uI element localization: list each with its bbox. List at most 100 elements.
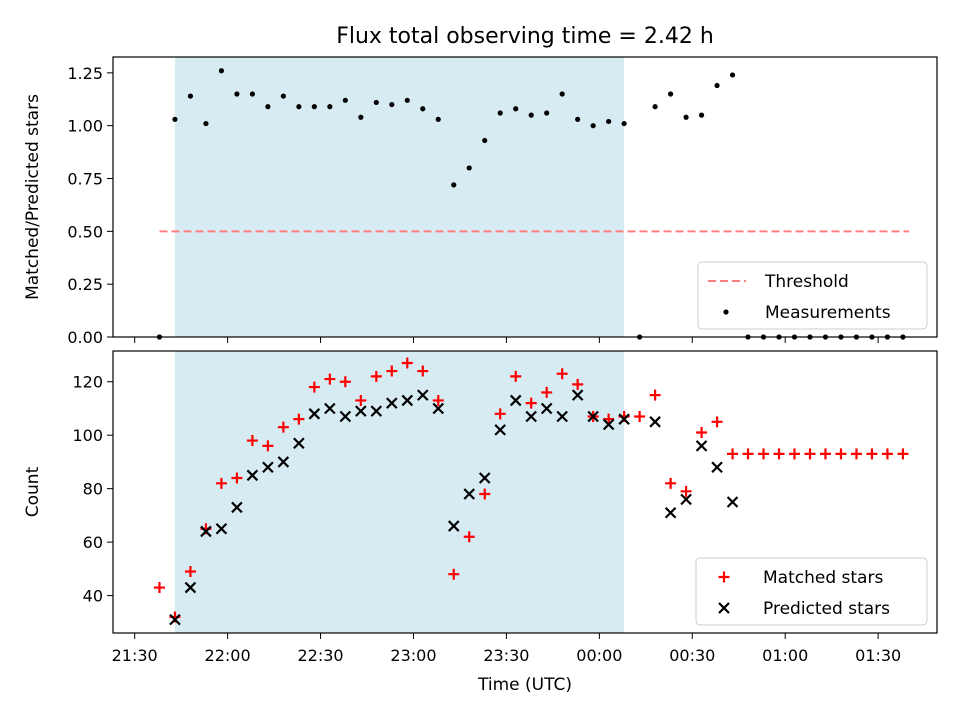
measurement-point bbox=[187, 93, 194, 99]
matched-star-point bbox=[727, 448, 739, 460]
measurement-point bbox=[296, 104, 302, 110]
legend-label: Matched stars bbox=[763, 568, 883, 588]
matched-star-point bbox=[742, 448, 754, 460]
predicted-star-point bbox=[215, 522, 228, 535]
matched-star-point bbox=[432, 394, 444, 406]
measurement-point bbox=[342, 97, 348, 103]
x-tick-label: 01:30 bbox=[855, 646, 901, 665]
predicted-star-point bbox=[416, 389, 429, 401]
chart-title: Flux total observing time = 2.42 h bbox=[336, 24, 714, 49]
y-tick-label: 100 bbox=[72, 426, 103, 445]
matched-star-point bbox=[231, 472, 243, 484]
measurement-point bbox=[683, 114, 689, 120]
legend-label: Measurements bbox=[765, 303, 891, 323]
legend-label: Threshold bbox=[764, 272, 849, 292]
x-tick-label: 00:00 bbox=[576, 646, 622, 665]
x-axis-label: Time (UTC) bbox=[477, 675, 572, 695]
predicted-star-point bbox=[184, 581, 197, 594]
measurement-point bbox=[420, 106, 426, 112]
predicted-star-point bbox=[478, 472, 491, 484]
matched-star-point bbox=[184, 566, 196, 578]
measurement-point bbox=[652, 104, 658, 110]
measurement-point bbox=[435, 116, 441, 122]
measurement-point bbox=[451, 182, 457, 188]
predicted-star-point bbox=[231, 501, 243, 514]
measurement-point bbox=[667, 91, 674, 97]
predicted-star-point bbox=[587, 410, 599, 423]
x-tick-label: 23:00 bbox=[390, 646, 436, 665]
matched-star-point bbox=[370, 370, 382, 382]
observing-span bbox=[174, 57, 625, 337]
predicted-star-point bbox=[200, 525, 212, 538]
predicted-star-point bbox=[339, 410, 352, 423]
predicted-star-point bbox=[262, 461, 274, 474]
predicted-star-point bbox=[401, 394, 414, 407]
matched-star-point bbox=[603, 413, 615, 425]
predicted-star-point bbox=[618, 413, 630, 425]
y-axis-label: Count bbox=[23, 466, 43, 517]
measurement-point bbox=[590, 123, 596, 129]
top-panel-ratio: 0.00 0.25 0.50 0.75 1.00 1.25 Matched/Predicte… bbox=[23, 56, 938, 347]
matched-star-point bbox=[758, 448, 770, 460]
matched-star-point bbox=[850, 448, 862, 460]
measurement-point bbox=[606, 118, 612, 125]
predicted-star-point bbox=[571, 389, 584, 401]
predicted-star-point bbox=[726, 496, 739, 508]
measurement-point bbox=[482, 137, 488, 144]
y-tick-label: 1.00 bbox=[67, 117, 103, 136]
matched-star-point bbox=[572, 378, 584, 390]
matched-star-point bbox=[711, 416, 723, 428]
matched-star-point bbox=[696, 427, 708, 439]
legend-matched-handle bbox=[718, 571, 730, 583]
matched-star-point bbox=[479, 488, 491, 500]
measurement-point bbox=[358, 114, 364, 120]
matched-star-point bbox=[510, 370, 522, 382]
matched-star-point bbox=[835, 448, 847, 460]
y-tick-label: 0.75 bbox=[67, 170, 103, 189]
matched-star-point bbox=[680, 485, 692, 497]
matched-star-point bbox=[246, 435, 258, 447]
y-tick-label: 40 bbox=[83, 587, 103, 606]
measurement-point bbox=[327, 104, 333, 110]
y-tick-label: 1.25 bbox=[67, 64, 103, 83]
measurement-point bbox=[714, 82, 720, 89]
matched-star-point bbox=[386, 365, 398, 377]
predicted-star-point bbox=[602, 418, 615, 431]
y-tick-label: 80 bbox=[83, 480, 103, 499]
measurement-point bbox=[528, 112, 534, 118]
measurement-point bbox=[280, 93, 286, 99]
x-tick-label: 23:30 bbox=[483, 646, 529, 665]
matched-star-point bbox=[541, 386, 553, 398]
matched-star-point bbox=[649, 389, 661, 401]
predicted-star-point bbox=[680, 493, 692, 506]
y-tick-label: 0.50 bbox=[67, 222, 103, 241]
x-tick-label: 00:30 bbox=[669, 646, 715, 665]
measurement-point bbox=[698, 112, 705, 118]
matched-star-point bbox=[665, 477, 677, 489]
measurement-point bbox=[311, 104, 317, 110]
predicted-star-point bbox=[169, 613, 181, 626]
matched-star-point bbox=[804, 448, 816, 460]
matched-star-point bbox=[448, 568, 460, 580]
matched-star-point bbox=[866, 448, 878, 460]
matched-star-point bbox=[773, 448, 785, 460]
x-tick-label: 22:30 bbox=[297, 646, 343, 665]
predicted-star-point bbox=[540, 402, 553, 415]
legend-box bbox=[697, 261, 928, 330]
observing-span bbox=[174, 351, 625, 633]
matched-star-point bbox=[463, 531, 475, 543]
predicted-star-point bbox=[447, 520, 460, 532]
predicted-star-point bbox=[246, 469, 259, 482]
legend-box bbox=[695, 557, 928, 626]
matched-star-point bbox=[881, 448, 893, 460]
measurement-point bbox=[249, 91, 255, 97]
matched-star-point bbox=[355, 394, 367, 406]
measurement-point bbox=[203, 120, 209, 127]
y-axis-label: Matched/Predicted stars bbox=[23, 94, 43, 300]
axes-frame bbox=[112, 56, 938, 338]
predicted-star-point bbox=[386, 397, 398, 409]
measurement-point bbox=[466, 165, 472, 171]
predicted-star-point bbox=[432, 402, 445, 415]
matched-star-point bbox=[153, 582, 165, 594]
